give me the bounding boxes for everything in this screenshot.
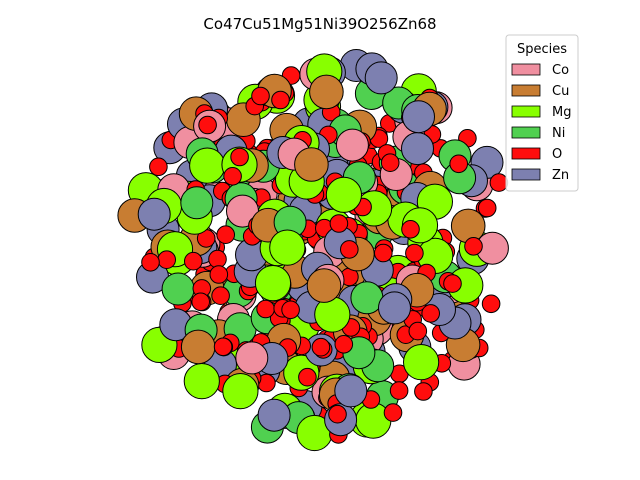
atom-mg (183, 363, 220, 400)
atom-o (251, 86, 270, 106)
atom-cu (180, 329, 216, 365)
legend-swatch-ni (511, 126, 541, 139)
atom-o (230, 147, 249, 167)
atom-o (157, 250, 176, 270)
atom-o (389, 381, 409, 400)
legend-label-zn: Zn (552, 168, 569, 183)
atom-o (311, 337, 331, 357)
atom-o (184, 251, 203, 271)
legend-title: Species (517, 42, 567, 57)
atom-co (335, 128, 369, 162)
legend-label-o: O (552, 147, 562, 162)
atom-o (374, 243, 393, 263)
atom-o (464, 237, 483, 256)
chart-title: Co47Cu51Mg51Ni39O256Zn68 (203, 15, 436, 33)
atom-mg (254, 265, 292, 302)
atom-o (481, 294, 501, 314)
atom-o (191, 292, 210, 312)
legend-swatch-co (511, 63, 541, 76)
atom-zn (402, 100, 435, 134)
atom-zn (378, 291, 411, 325)
atom-zn (137, 197, 171, 231)
atom-o (149, 157, 168, 177)
atom-o (208, 249, 227, 269)
atom-o (141, 252, 160, 272)
atom-cu (309, 74, 344, 110)
atom-o (334, 335, 354, 354)
atom-cluster (117, 49, 509, 452)
atom-o (383, 403, 403, 422)
atom-o (209, 265, 229, 284)
legend-label-co: Co (552, 63, 569, 78)
atom-mg (325, 176, 362, 213)
atom-zn (401, 132, 434, 166)
legend-label-mg: Mg (552, 105, 571, 120)
atom-o (256, 299, 275, 319)
atom-o (414, 382, 433, 401)
atom-zn (364, 61, 398, 95)
atom-o (213, 337, 233, 357)
atom-o (380, 153, 400, 172)
atom-o (449, 154, 469, 174)
legend-label-ni: Ni (552, 126, 565, 141)
atom-o (223, 167, 242, 186)
atom-o (216, 225, 235, 244)
atom-mg (269, 229, 306, 266)
atom-zn (257, 398, 291, 432)
atom-mg (403, 344, 440, 381)
atom-ni (180, 186, 214, 220)
legend-swatch-cu (511, 84, 541, 97)
atom-o (401, 220, 420, 239)
atom-o (408, 321, 428, 341)
atom-o (198, 115, 217, 135)
atom-o (443, 274, 462, 293)
atom-mg (222, 373, 259, 410)
atom-o (271, 90, 290, 110)
atom-o (421, 304, 441, 323)
atom-co (235, 341, 269, 375)
atom-o (328, 404, 347, 424)
legend-label-cu: Cu (552, 84, 569, 99)
atom-o (329, 214, 349, 233)
atom-o (298, 367, 317, 387)
atom-o (489, 173, 509, 192)
atom-ni (161, 272, 195, 306)
atom-cu (306, 268, 342, 303)
atom-o (340, 240, 359, 259)
atom-o (405, 243, 424, 263)
legend: Species Co Cu Mg Ni O Zn (505, 34, 579, 192)
legend-swatch-mg (511, 105, 541, 118)
legend-swatch-zn (511, 168, 541, 181)
atom-o (477, 198, 497, 218)
atom-cu (294, 147, 329, 182)
atom-o (281, 300, 300, 320)
legend-entries: Co Cu Mg Ni O Zn (511, 63, 571, 183)
atom-o (211, 286, 230, 306)
atom-cu (450, 208, 486, 244)
atom-mg (189, 147, 226, 184)
atom-zn (334, 374, 368, 408)
legend-swatch-o (511, 147, 541, 160)
